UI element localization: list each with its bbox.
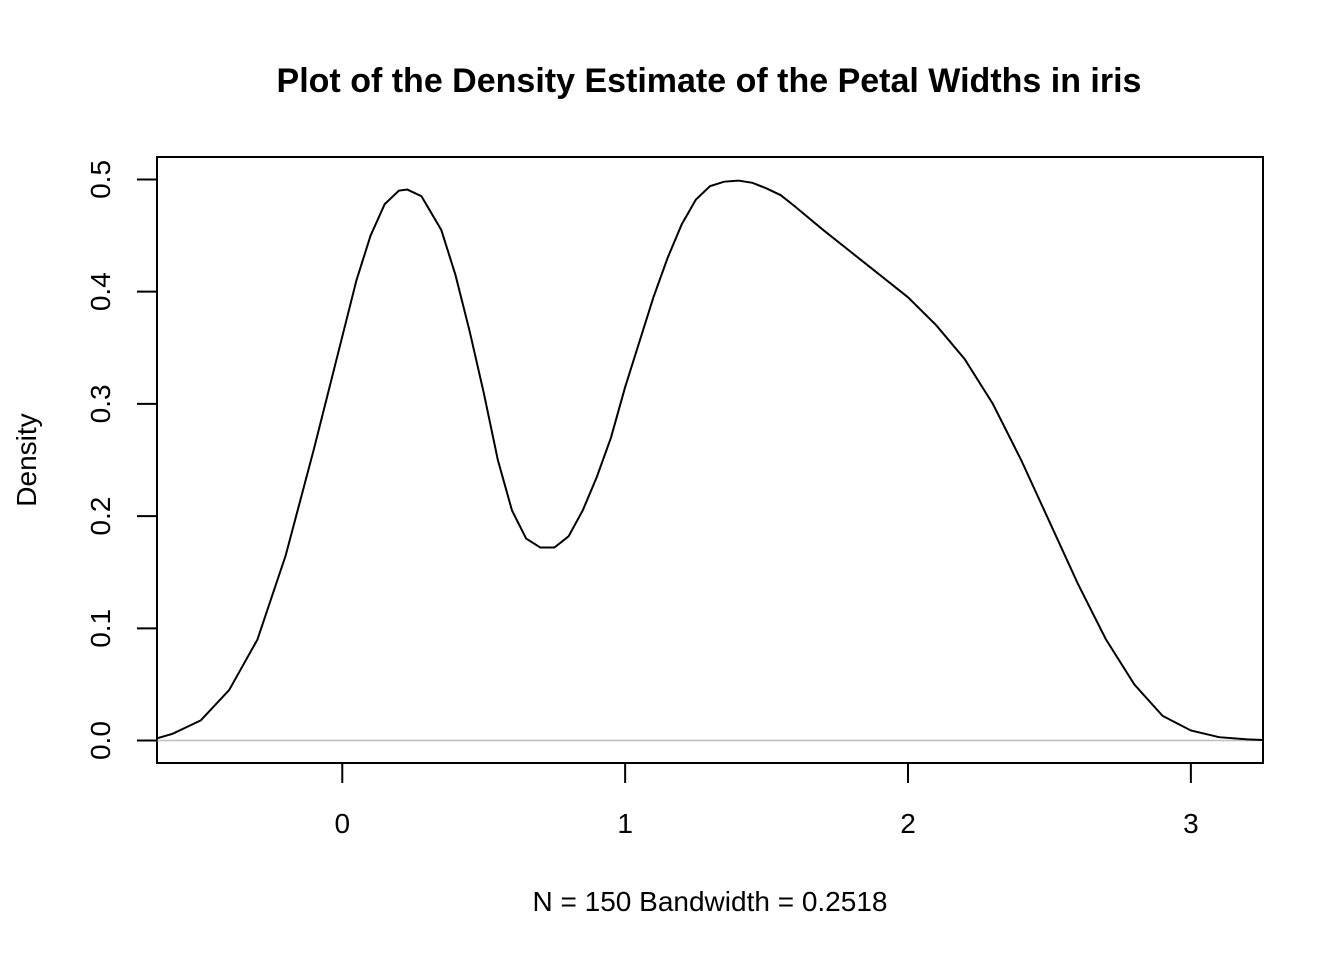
density-curve <box>156 179 1264 741</box>
y-axis: 0.0 0.1 0.2 0.3 0.4 0.5 <box>85 160 158 760</box>
chart-title: Plot of the Density Estimate of the Peta… <box>277 62 1142 100</box>
x-tick-label: 2 <box>900 808 916 839</box>
y-tick-label: 0.3 <box>85 384 116 423</box>
x-tick-label: 3 <box>1183 808 1199 839</box>
y-tick-label: 0.4 <box>85 272 116 311</box>
y-axis-label: Density <box>11 413 42 506</box>
plot-frame <box>156 156 1264 764</box>
x-tick-label: 0 <box>334 808 350 839</box>
y-tick-label: 0.5 <box>85 160 116 199</box>
y-tick-label: 0.1 <box>85 609 116 648</box>
x-tick-label: 1 <box>617 808 633 839</box>
y-tick-label: 0.2 <box>85 497 116 536</box>
y-tick-label: 0.0 <box>85 721 116 760</box>
x-axis-label: N = 150 Bandwidth = 0.2518 <box>533 886 888 917</box>
x-axis: 0 1 2 3 <box>334 762 1199 839</box>
